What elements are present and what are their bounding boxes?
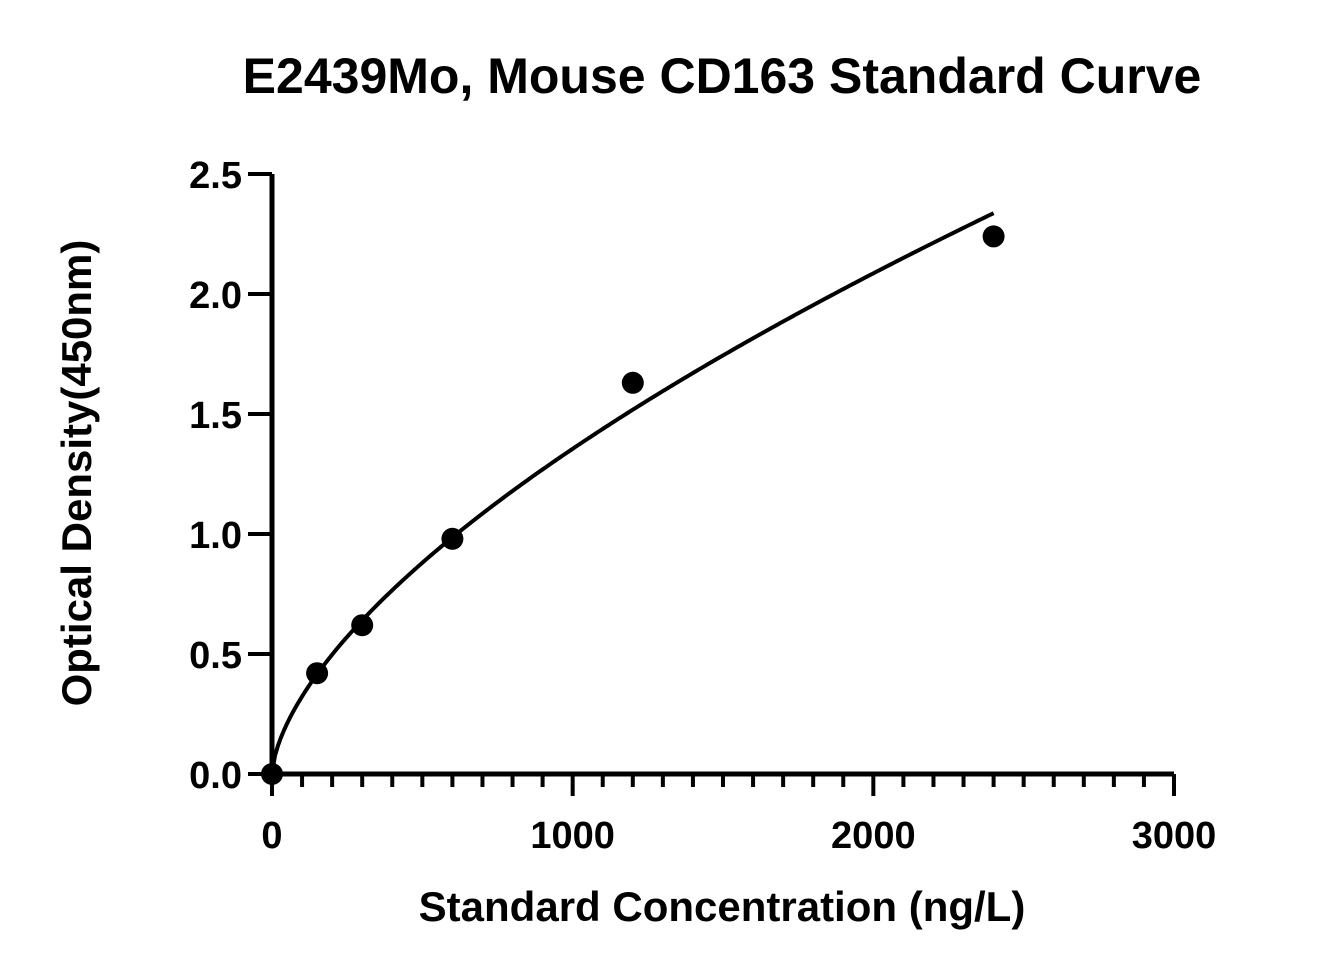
x-tick-label: 0: [261, 815, 282, 857]
data-points-layer: [261, 225, 1005, 785]
data-point: [306, 662, 329, 685]
x-axis-title: Standard Concentration (ng/L): [419, 883, 1026, 930]
x-axis-ticks: 0 1000 2000 3000: [261, 774, 1216, 857]
chart-title: E2439Mo, Mouse CD163 Standard Curve: [243, 48, 1202, 104]
data-point: [621, 371, 644, 394]
data-point: [351, 614, 374, 637]
x-tick-label: 3000: [1132, 815, 1217, 857]
x-tick-label: 2000: [831, 815, 916, 857]
data-point: [441, 527, 464, 550]
y-tick-label: 0.5: [189, 635, 242, 677]
y-tick-label: 1.5: [189, 395, 242, 437]
axes-layer: [269, 174, 1174, 777]
y-tick-label: 0.0: [189, 755, 242, 797]
y-tick-label: 1.0: [189, 515, 242, 557]
x-tick-label: 1000: [530, 815, 615, 857]
data-point: [982, 225, 1005, 248]
y-axis-ticks: 0.0 0.5 1.0 1.5 2.0 2.5: [189, 155, 272, 797]
y-axis-title: Optical Density(450nm): [53, 240, 100, 707]
fit-curve: [270, 211, 995, 775]
plot-area: 0 1000 2000 3000 0.0 0.5 1.0 1.5 2.0 2.5: [189, 155, 1216, 857]
fit-curve-layer: [270, 211, 995, 775]
y-tick-label: 2.0: [189, 275, 242, 317]
y-tick-label: 2.5: [189, 155, 242, 197]
